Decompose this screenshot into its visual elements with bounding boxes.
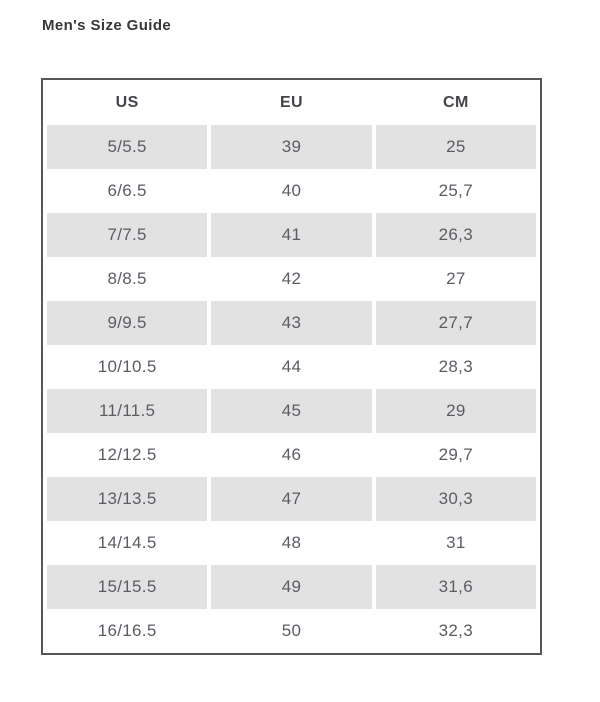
table-cell: 41 xyxy=(211,213,372,257)
table-cell: 31,6 xyxy=(375,565,536,609)
table-cell: 46 xyxy=(211,433,372,477)
table-cell: 29,7 xyxy=(375,433,536,477)
header-row: US EU CM xyxy=(47,80,536,125)
table-cell: 15/15.5 xyxy=(47,565,208,609)
table-row: 7/7.5 41 26,3 xyxy=(47,213,536,257)
size-guide-table-container: US EU CM 5/5.5 39 25 6/6.5 40 25,7 7/7.5 41 26,3 8/… xyxy=(41,78,542,655)
table-cell: 25,7 xyxy=(375,169,536,213)
table-row: 13/13.5 47 30,3 xyxy=(47,477,536,521)
table-cell: 31 xyxy=(375,521,536,565)
table-row: 6/6.5 40 25,7 xyxy=(47,169,536,213)
size-guide-table: US EU CM 5/5.5 39 25 6/6.5 40 25,7 7/7.5 41 26,3 8/… xyxy=(41,78,542,655)
table-cell: 26,3 xyxy=(375,213,536,257)
table-cell: 29 xyxy=(375,389,536,433)
table-cell: 8/8.5 xyxy=(47,257,208,301)
table-cell: 13/13.5 xyxy=(47,477,208,521)
column-header: EU xyxy=(211,80,372,125)
table-cell: 11/11.5 xyxy=(47,389,208,433)
table-cell: 43 xyxy=(211,301,372,345)
table-cell: 49 xyxy=(211,565,372,609)
table-cell: 12/12.5 xyxy=(47,433,208,477)
table-cell: 6/6.5 xyxy=(47,169,208,213)
table-row: 14/14.5 48 31 xyxy=(47,521,536,565)
table-cell: 39 xyxy=(211,125,372,169)
table-cell: 42 xyxy=(211,257,372,301)
table-cell: 28,3 xyxy=(375,345,536,389)
table-row: 11/11.5 45 29 xyxy=(47,389,536,433)
table-row: 9/9.5 43 27,7 xyxy=(47,301,536,345)
table-row: 12/12.5 46 29,7 xyxy=(47,433,536,477)
table-cell: 9/9.5 xyxy=(47,301,208,345)
column-header: US xyxy=(47,80,208,125)
table-cell: 27 xyxy=(375,257,536,301)
table-cell: 30,3 xyxy=(375,477,536,521)
table-cell: 25 xyxy=(375,125,536,169)
table-cell: 27,7 xyxy=(375,301,536,345)
table-cell: 14/14.5 xyxy=(47,521,208,565)
table-cell: 48 xyxy=(211,521,372,565)
table-cell: 40 xyxy=(211,169,372,213)
table-cell: 44 xyxy=(211,345,372,389)
table-cell: 16/16.5 xyxy=(47,609,208,653)
table-cell: 7/7.5 xyxy=(47,213,208,257)
table-cell: 45 xyxy=(211,389,372,433)
size-table-head: US EU CM xyxy=(47,80,536,125)
table-row: 15/15.5 49 31,6 xyxy=(47,565,536,609)
size-table-body: 5/5.5 39 25 6/6.5 40 25,7 7/7.5 41 26,3 8/8.5 42 27… xyxy=(47,125,536,653)
table-cell: 32,3 xyxy=(375,609,536,653)
table-cell: 47 xyxy=(211,477,372,521)
table-cell: 50 xyxy=(211,609,372,653)
table-row: 16/16.5 50 32,3 xyxy=(47,609,536,653)
table-row: 8/8.5 42 27 xyxy=(47,257,536,301)
table-cell: 5/5.5 xyxy=(47,125,208,169)
column-header: CM xyxy=(375,80,536,125)
table-row: 5/5.5 39 25 xyxy=(47,125,536,169)
page-title: Men's Size Guide xyxy=(42,17,172,34)
table-cell: 10/10.5 xyxy=(47,345,208,389)
table-row: 10/10.5 44 28,3 xyxy=(47,345,536,389)
